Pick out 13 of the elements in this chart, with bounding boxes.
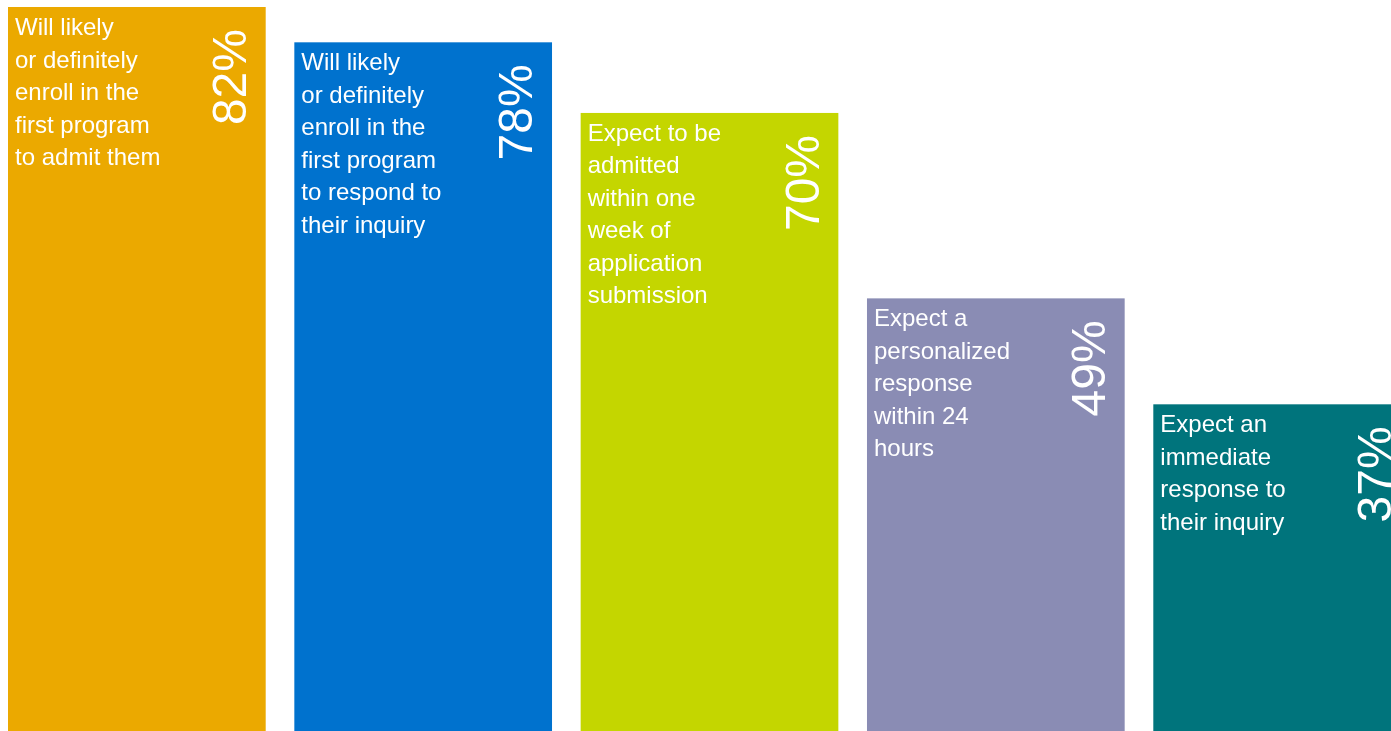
bar (866, 298, 1125, 731)
bar (8, 7, 266, 731)
data-label: 49% (1061, 320, 1115, 417)
data-label: 70% (775, 134, 829, 232)
x-tick-label: Expect an immediate response to their inquiry (1160, 410, 1286, 535)
data-label: 78% (489, 64, 543, 161)
bar (294, 42, 553, 731)
bar (580, 112, 839, 731)
data-label: 82% (203, 29, 256, 126)
x-tick-label: Expect a personalized response within 24 hours (872, 304, 1011, 462)
x-tick-label: Will likely or definitely enroll in the first program to admit them (15, 13, 161, 170)
x-tick-label: Will likely or definitely enroll in the first program to respond to their inquiry (301, 48, 442, 238)
x-tick-label: Expect to be admitted within one week of application submission (586, 118, 722, 309)
